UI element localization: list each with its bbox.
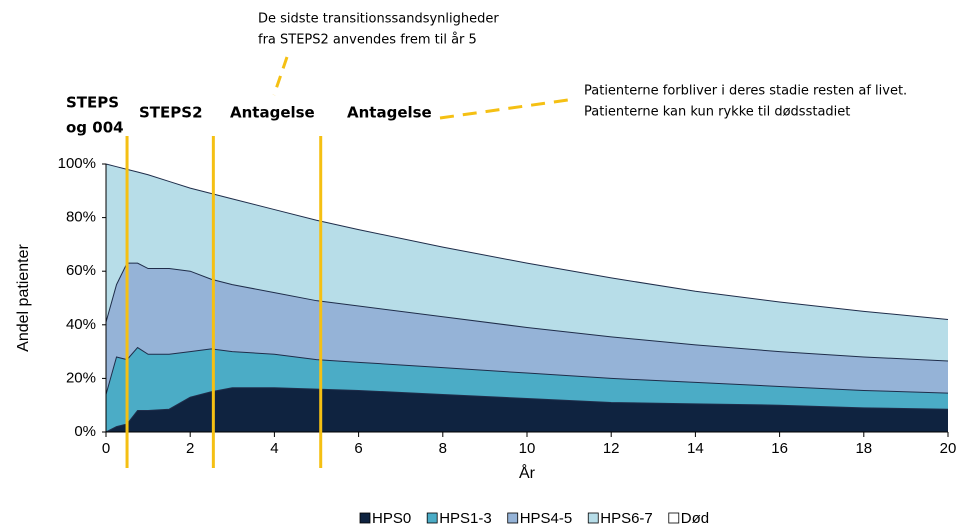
annotation: De sidste transitionssandsynligheder bbox=[258, 12, 499, 27]
annotation: Patienterne forbliver i deres stadie res… bbox=[584, 84, 907, 99]
y-tick-label: 20% bbox=[66, 369, 96, 386]
x-tick-label: 4 bbox=[270, 440, 278, 457]
y-tick-label: 100% bbox=[58, 155, 96, 172]
x-tick-label: 6 bbox=[354, 440, 362, 457]
legend-swatch bbox=[668, 512, 680, 524]
area-edge bbox=[105, 262, 949, 362]
y-tick-label: 40% bbox=[66, 316, 96, 333]
phase-label: Antagelse bbox=[230, 104, 315, 122]
y-tick-label: 60% bbox=[66, 262, 96, 279]
phase-label: STEPS bbox=[66, 94, 119, 112]
area-edge bbox=[105, 163, 949, 320]
x-tick-label: 2 bbox=[186, 440, 194, 457]
area-edge bbox=[105, 387, 949, 433]
legend-label: HPS4-5 bbox=[520, 510, 573, 527]
x-tick-label: 20 bbox=[940, 440, 957, 457]
legend-label: HPS1-3 bbox=[439, 510, 492, 527]
leader-line bbox=[439, 97, 576, 120]
legend-label: HPS0 bbox=[372, 510, 411, 527]
y-tick-label: 80% bbox=[66, 209, 96, 226]
legend-label: HPS6-7 bbox=[600, 510, 653, 527]
legend-swatch bbox=[587, 512, 599, 524]
x-tick-label: 8 bbox=[439, 440, 447, 457]
legend-swatch bbox=[507, 512, 519, 524]
phase-label: STEPS2 bbox=[139, 104, 203, 122]
phase-label: Antagelse bbox=[347, 104, 432, 122]
legend-label: Død bbox=[681, 510, 709, 527]
area-edge bbox=[105, 346, 949, 395]
x-axis-label: År bbox=[519, 463, 536, 482]
area bbox=[106, 164, 948, 320]
x-tick-label: 12 bbox=[603, 440, 620, 457]
area bbox=[106, 164, 948, 361]
legend-swatch bbox=[359, 512, 371, 524]
area bbox=[106, 263, 948, 395]
y-tick-label: 0% bbox=[74, 423, 96, 440]
legend-swatch bbox=[426, 512, 438, 524]
annotation: Patienterne kan kun rykke til dødsstadie… bbox=[584, 105, 850, 120]
area bbox=[106, 347, 948, 432]
phase-label: og 004 bbox=[66, 119, 124, 137]
x-tick-label: 10 bbox=[519, 440, 536, 457]
x-tick-label: 14 bbox=[687, 440, 704, 457]
x-tick-label: 0 bbox=[102, 440, 110, 457]
y-axis-label: Andel patienter bbox=[15, 244, 32, 352]
area bbox=[106, 387, 948, 432]
x-tick-label: 18 bbox=[855, 440, 872, 457]
leader-line bbox=[272, 56, 289, 96]
x-tick-label: 16 bbox=[771, 440, 788, 457]
annotation: fra STEPS2 anvendes frem til år 5 bbox=[258, 33, 477, 48]
